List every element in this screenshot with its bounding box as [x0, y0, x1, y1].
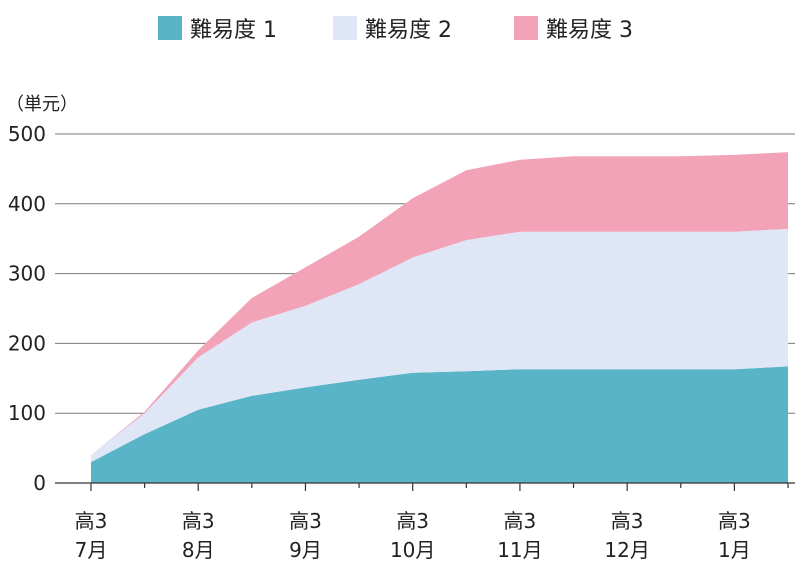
area-series-1	[91, 366, 788, 483]
x-tick-label-line1: 高3	[182, 509, 215, 533]
x-tick-label-line2: 9月	[289, 538, 322, 562]
area-series-2	[91, 228, 788, 463]
x-axis-ticks: 高3 7月 高3 8月 高3 9月 高3 10月 高3 11月 高3 12月 高3 1月	[75, 509, 751, 562]
legend-swatch-1	[158, 16, 182, 40]
x-tick-label-line2: 10月	[390, 538, 435, 562]
y-tick-label-200: 200	[8, 331, 46, 355]
x-axis	[55, 482, 795, 491]
y-tick-label-300: 300	[8, 262, 46, 286]
x-tick-label-line2: 11月	[497, 538, 542, 562]
x-tick-label-line1: 高3	[289, 509, 322, 533]
x-tick-label-line1: 高3	[611, 509, 644, 533]
y-axis-ticks: 0 100 200 300 400 500	[8, 122, 46, 495]
legend-label-2: 難易度 2	[365, 18, 452, 43]
legend-label-1: 難易度 1	[190, 18, 277, 43]
areas	[91, 152, 788, 483]
x-tick-label-line1: 高3	[504, 509, 537, 533]
x-tick-label-line1: 高3	[718, 509, 751, 533]
y-tick-label-500: 500	[8, 122, 46, 146]
area-series-3	[91, 152, 788, 456]
x-tick-label-line1: 高3	[396, 509, 429, 533]
legend-swatch-3	[514, 16, 538, 40]
y-tick-label-100: 100	[8, 401, 46, 425]
y-axis-unit-label: （単元）	[6, 94, 78, 115]
legend: 難易度 1 難易度 2 難易度 3	[158, 16, 633, 43]
x-tick-label-line1: 高3	[75, 509, 108, 533]
x-tick-label-line2: 8月	[182, 538, 215, 562]
y-tick-label-400: 400	[8, 192, 46, 216]
x-tick-label-line2: 1月	[718, 538, 751, 562]
x-tick-label-line2: 7月	[75, 538, 108, 562]
legend-label-3: 難易度 3	[546, 18, 633, 43]
x-tick-label-line2: 12月	[604, 538, 649, 562]
legend-swatch-2	[333, 16, 357, 40]
y-tick-label-0: 0	[33, 471, 46, 495]
